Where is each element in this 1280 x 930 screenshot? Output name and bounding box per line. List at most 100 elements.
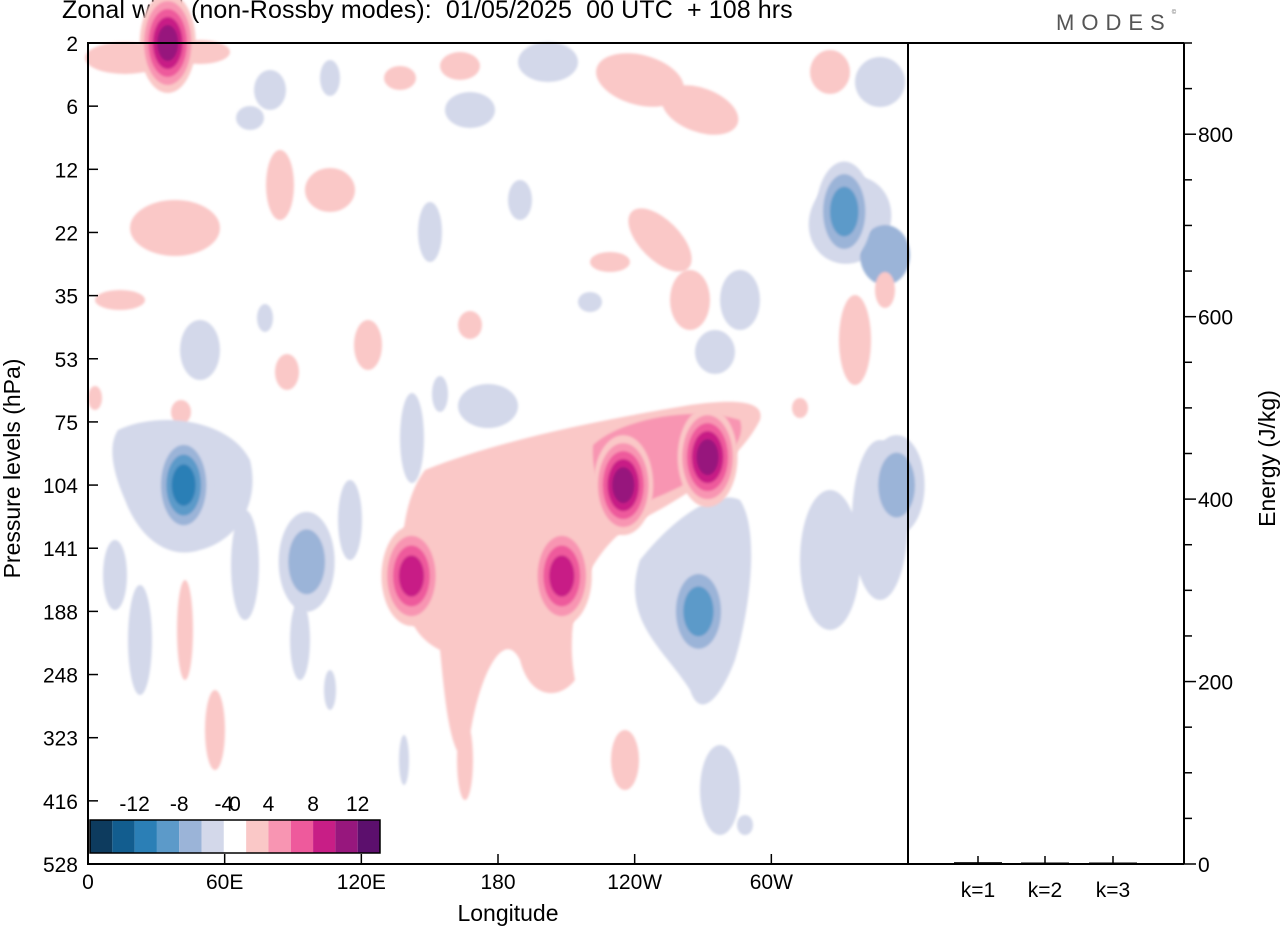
- contour-blob: [324, 670, 336, 710]
- contour-blob: [720, 270, 760, 330]
- x-tick-label: 60E: [206, 871, 243, 894]
- y-tick-label: 416: [43, 791, 78, 814]
- contour-blob: [103, 540, 127, 610]
- feature-positive-core: [677, 407, 738, 508]
- contour-blob: [236, 106, 264, 130]
- contour-blob: [384, 66, 416, 90]
- colorbar-cell: [268, 820, 291, 853]
- contour-level: [696, 439, 719, 476]
- contour-blob: [130, 200, 220, 256]
- colorbar-cell: [179, 820, 202, 853]
- x-tick-label: 60W: [750, 871, 793, 894]
- contour-blob: [231, 510, 259, 620]
- contour-blob: [290, 600, 310, 680]
- energy-tick-label: 0: [1198, 854, 1210, 877]
- y-tick-label: 2: [66, 33, 78, 56]
- x-axis-label: Longitude: [457, 900, 558, 926]
- contour-level: [398, 555, 425, 597]
- contour-blob: [508, 180, 532, 220]
- bar-category-label: k=1: [961, 879, 995, 902]
- contour-blob: [596, 53, 684, 107]
- colorbar-label: -8: [170, 793, 189, 816]
- contour-blob: [257, 304, 273, 332]
- contour-level: [829, 186, 859, 237]
- contour-blob: [860, 225, 910, 285]
- y-tick-label: 528: [43, 854, 78, 877]
- contour-blob: [275, 354, 299, 390]
- contour-blob: [695, 330, 735, 374]
- contour-blob: [670, 270, 710, 330]
- y-tick-label: 188: [43, 601, 78, 624]
- y-tick-label: 12: [55, 159, 78, 182]
- contour-blob: [338, 480, 362, 560]
- modes-logo: MODES©: [1056, 10, 1176, 36]
- contour-blob: [177, 580, 193, 680]
- colorbar-cell: [223, 820, 247, 853]
- energy-tick-label: 400: [1198, 489, 1233, 512]
- contour-blob: [88, 386, 102, 410]
- feature-positive-core: [593, 435, 654, 536]
- colorbar-cell: [156, 820, 180, 853]
- y-tick-label: 248: [43, 665, 78, 688]
- contour-level: [171, 464, 196, 506]
- colorbar-cell: [290, 820, 314, 853]
- contour-blob: [171, 400, 191, 424]
- x-tick-label: 0: [82, 871, 94, 894]
- contour-blob: [628, 208, 692, 272]
- contour-blob: [305, 168, 355, 212]
- contour-blob: [661, 85, 739, 135]
- contour-blob: [399, 735, 409, 785]
- colorbar-label: 0: [229, 793, 241, 816]
- colorbar-frame: [89, 819, 381, 854]
- modes-logo-text: MODES: [1056, 10, 1172, 35]
- colorbar: -12 -8 -40 4 8 12: [89, 793, 381, 854]
- contour-blob: [700, 745, 740, 835]
- x-tick-label: 180: [480, 871, 515, 894]
- feature-negative-core: [155, 435, 212, 536]
- contour-blob: [266, 150, 294, 220]
- colorbar-cell: [335, 820, 358, 853]
- contour-blob: [578, 292, 602, 312]
- y-axis-label: Pressure levels (hPa): [0, 359, 25, 579]
- y-tick-label: 22: [55, 222, 78, 245]
- feature-negative-core: [816, 161, 873, 262]
- y-tick-label: 75: [55, 412, 78, 435]
- x-tick-label: 120W: [607, 871, 662, 894]
- y-tick-label: 323: [43, 728, 78, 751]
- energy-axis-label: Energy (J/kg): [1254, 390, 1280, 527]
- contour-blob: [440, 52, 480, 80]
- bar-category-label: k=2: [1028, 879, 1062, 902]
- contour-blob: [445, 92, 495, 128]
- contour-blob: [418, 202, 442, 262]
- contour-blob: [95, 290, 145, 310]
- colorbar-cell: [90, 820, 113, 853]
- colorbar-label: 12: [346, 793, 369, 816]
- feature-positive-core: [531, 525, 592, 626]
- contour-level: [878, 452, 916, 518]
- contour-blob: [128, 585, 152, 695]
- contour-blob: [432, 376, 448, 412]
- contour-blob: [810, 50, 850, 94]
- contour-blob: [254, 70, 286, 110]
- contour-blob: [458, 311, 482, 339]
- contour-blob: [458, 384, 518, 428]
- contour-blob: [875, 272, 895, 308]
- energy-tick-label: 200: [1198, 672, 1233, 695]
- colorbar-cell: [357, 820, 380, 853]
- contour-blob: [590, 252, 630, 272]
- contour-blob: [737, 815, 753, 835]
- colorbar-cell: [246, 820, 269, 853]
- energy-tick-label: 800: [1198, 124, 1233, 147]
- x-tick-label: 120E: [337, 871, 386, 894]
- contour-level: [288, 529, 326, 595]
- feature-negative-core: [668, 561, 729, 662]
- colorbar-label: -12: [119, 793, 149, 816]
- bar-category-label: k=3: [1096, 879, 1130, 902]
- modes-logo-mark: ©: [1171, 10, 1177, 16]
- contour-blob: [800, 490, 860, 630]
- feature-positive-core: [381, 525, 442, 626]
- contour-level: [683, 586, 714, 637]
- contour-blob: [839, 295, 871, 385]
- colorbar-cell: [313, 820, 336, 853]
